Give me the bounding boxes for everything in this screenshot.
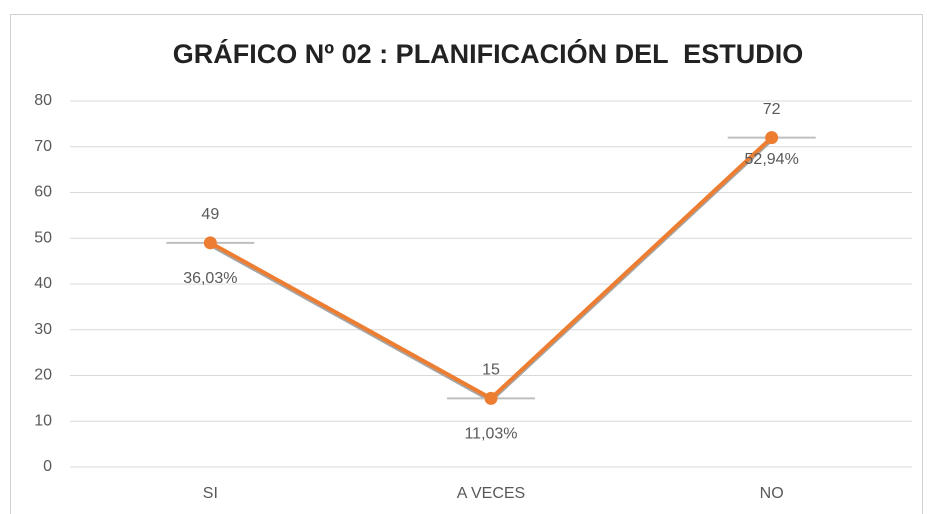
y-tick-label: 10 — [34, 412, 52, 429]
data-label: 49 — [201, 206, 219, 223]
percent-label: 52,94% — [745, 151, 799, 168]
x-tick-label: NO — [760, 485, 784, 502]
y-tick-label: 70 — [34, 138, 52, 155]
y-tick-label: 80 — [34, 92, 52, 109]
y-tick-label: 50 — [34, 229, 52, 246]
point — [484, 391, 498, 405]
data-label: 72 — [763, 101, 781, 118]
chart-title: GRÁFICO Nº 02 : PLANIFICACIÓN DEL ESTUDI… — [173, 38, 803, 69]
chart-frame — [10, 14, 923, 514]
x-tick-label: A VECES — [457, 485, 525, 502]
y-tick-label: 60 — [34, 184, 52, 201]
y-tick-label: 20 — [34, 367, 52, 384]
point — [203, 236, 217, 250]
data-label: 15 — [482, 362, 500, 379]
percent-label: 11,03% — [464, 426, 517, 443]
y-tick-label: 30 — [34, 321, 52, 338]
y-tick-label: 0 — [43, 458, 52, 475]
percent-label: 36,03% — [183, 270, 237, 287]
y-tick-label: 40 — [34, 275, 52, 292]
point — [765, 131, 779, 145]
x-tick-label: SI — [203, 485, 218, 502]
